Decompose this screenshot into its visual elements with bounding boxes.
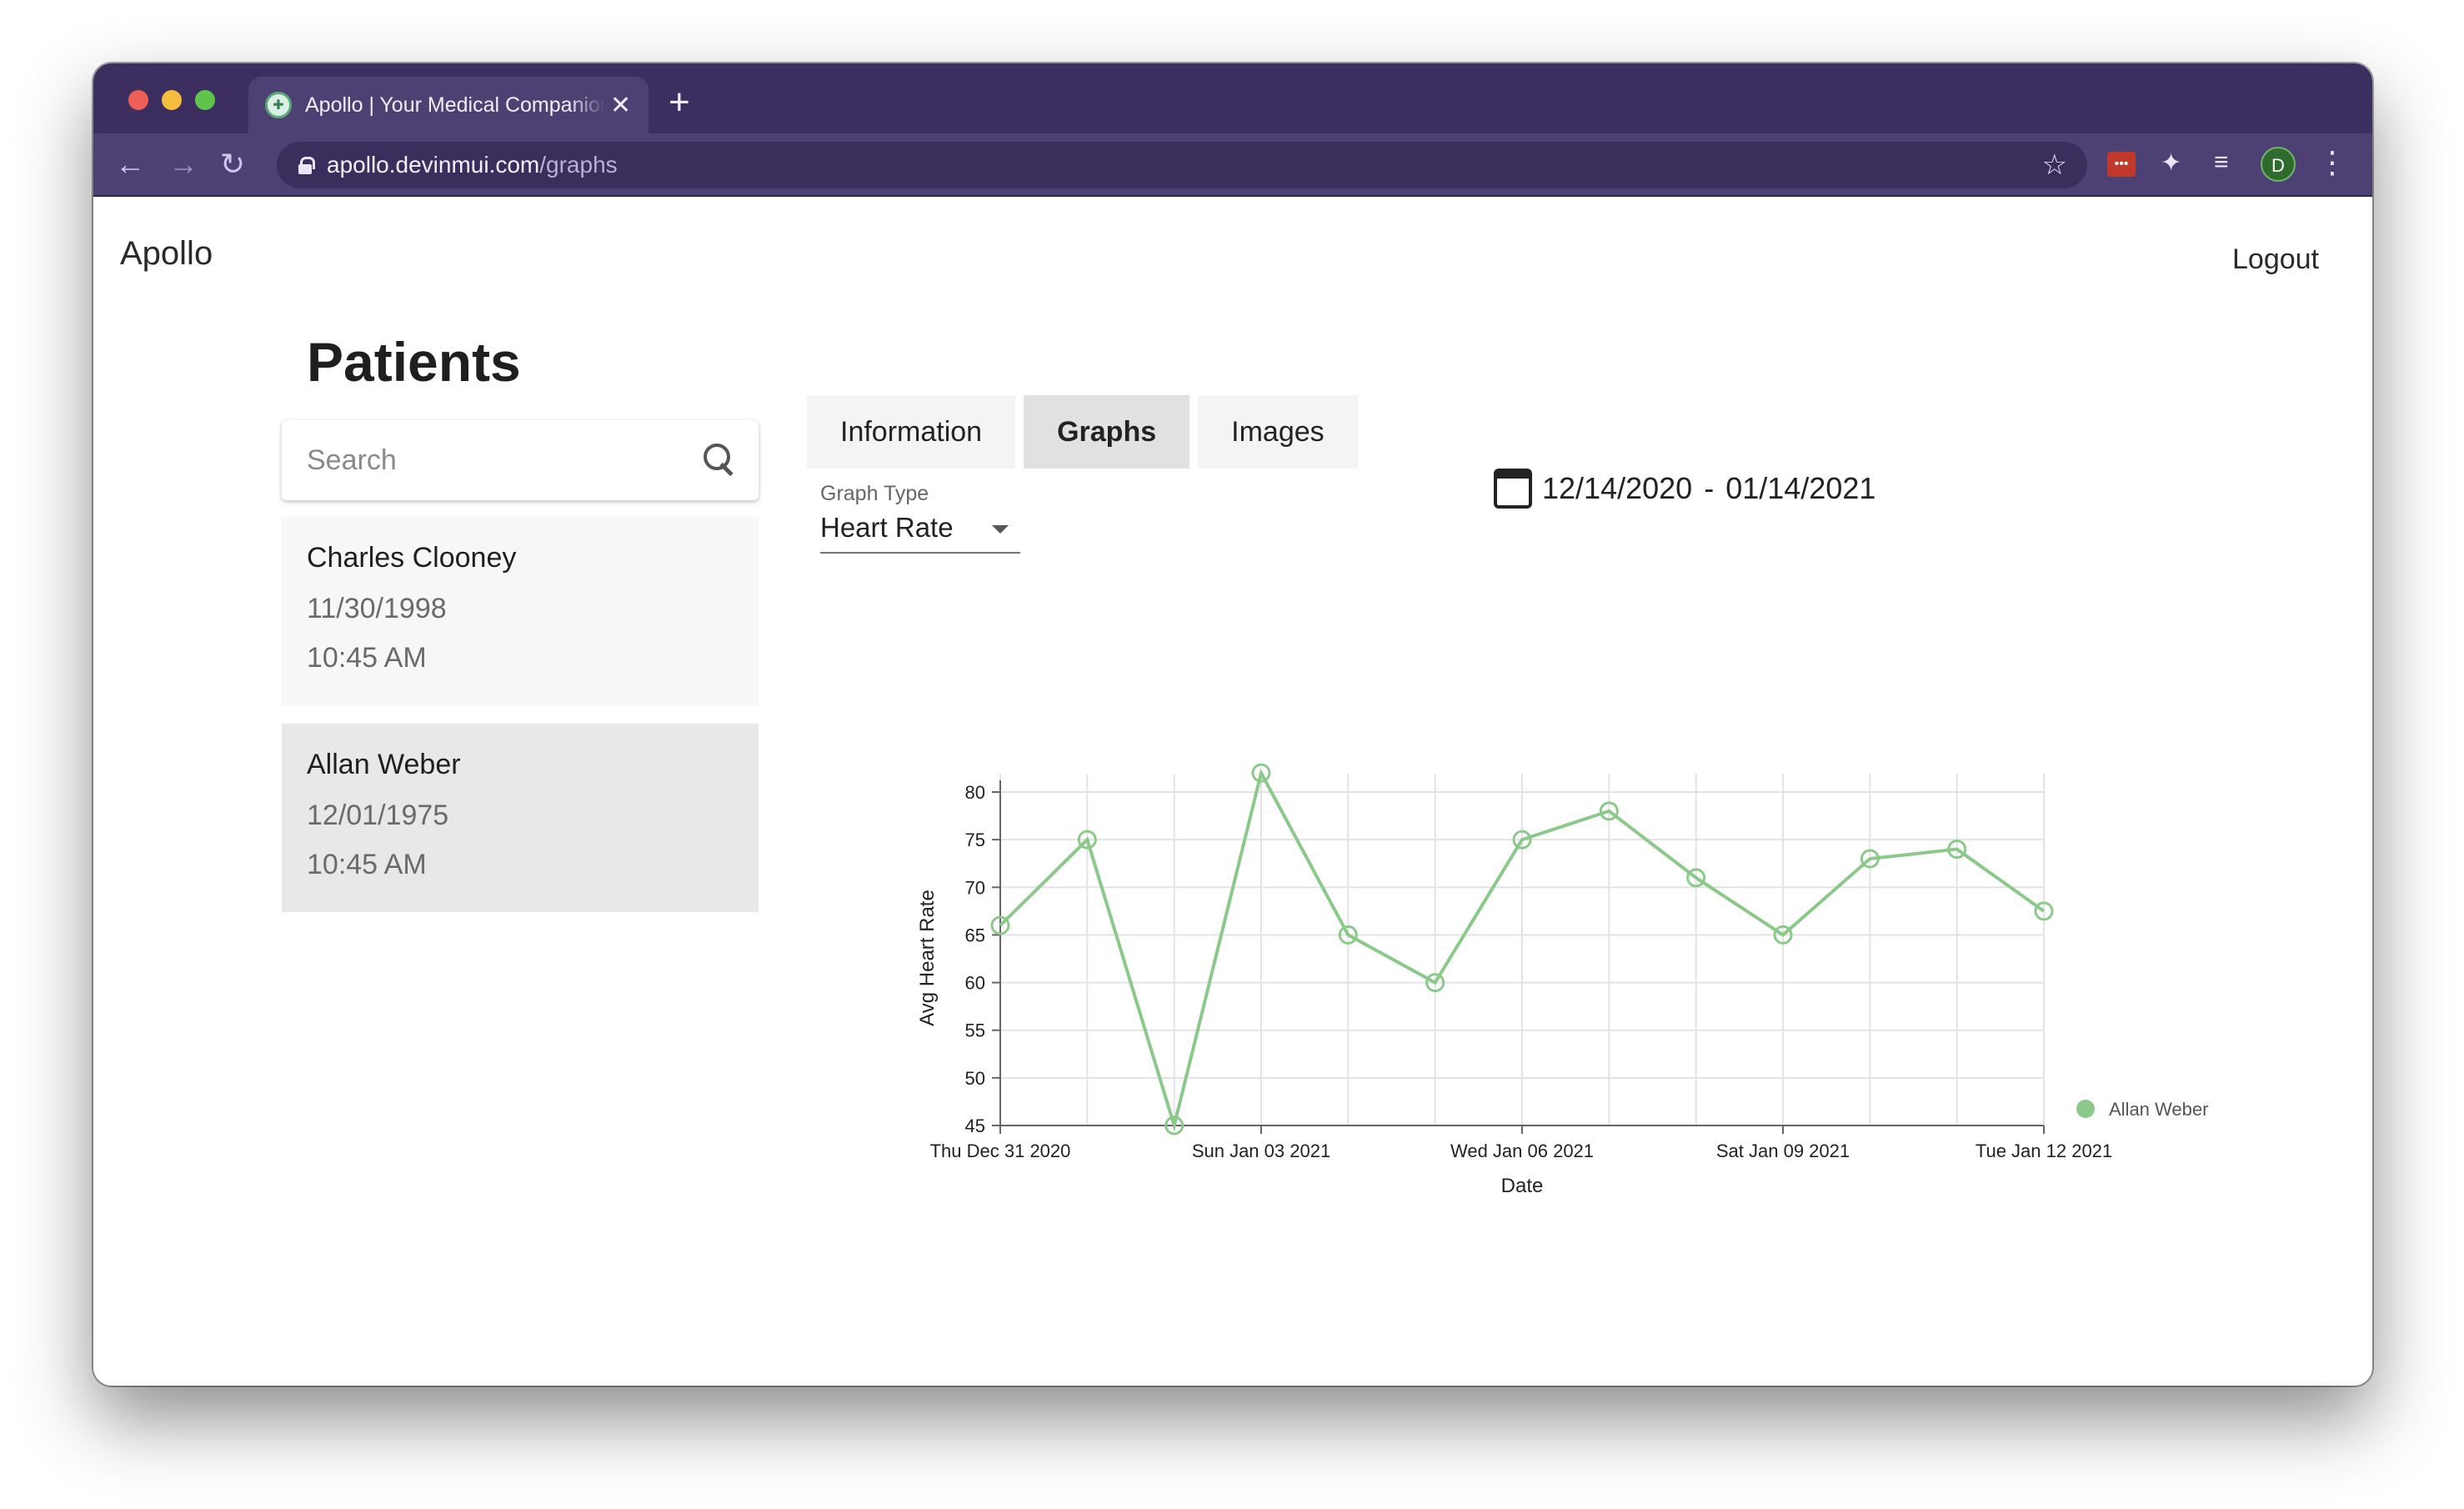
patient-name: Charles Clooney xyxy=(307,542,517,574)
y-axis-label: Avg Heart Rate xyxy=(916,890,939,1026)
back-arrow-icon[interactable]: ← xyxy=(115,147,145,181)
password-extension-icon[interactable]: ••• xyxy=(2107,152,2136,177)
legend-marker xyxy=(2076,1100,2095,1118)
search-icon[interactable] xyxy=(704,444,737,477)
data-point xyxy=(1686,868,1706,888)
detail-tabs: Information Graphs Images xyxy=(807,395,1358,469)
y-tick-label: 45 xyxy=(965,1115,985,1136)
y-tick-label: 60 xyxy=(965,973,985,994)
data-point xyxy=(1947,840,1967,860)
browser-tab[interactable]: ✚ Apollo | Your Medical Companion ✕ xyxy=(248,77,649,133)
patient-dob: 12/01/1975 xyxy=(307,800,449,831)
address-bar[interactable]: apollo.devinmui.com/graphs ☆ xyxy=(277,142,2087,188)
data-point xyxy=(1512,830,1532,850)
app-page: Apollo Logout Patients Charles Clooney 1… xyxy=(93,197,2372,1386)
data-point xyxy=(2034,901,2054,921)
close-tab-icon[interactable]: ✕ xyxy=(610,91,632,119)
tab-graphs[interactable]: Graphs xyxy=(1024,395,1190,469)
extensions-puzzle-icon[interactable]: ✦ xyxy=(2161,149,2182,177)
data-point xyxy=(1077,830,1097,850)
x-axis-label: Date xyxy=(1501,1175,1544,1197)
new-tab-button[interactable]: + xyxy=(669,82,690,123)
y-tick-label: 70 xyxy=(965,877,985,898)
legend-label: Allan Weber xyxy=(2109,1099,2208,1120)
close-window-button[interactable] xyxy=(128,90,148,110)
x-tick-label: Tue Jan 12 2021 xyxy=(1976,1141,2112,1161)
date-separator: - xyxy=(1704,471,1715,505)
browser-toolbar: ← → ↻ apollo.devinmui.com/graphs ☆ ••• ✦… xyxy=(93,133,2372,197)
series-line xyxy=(999,768,2046,1132)
logout-button[interactable]: Logout xyxy=(2232,243,2319,275)
tab-images[interactable]: Images xyxy=(1198,395,1358,469)
data-point xyxy=(1251,763,1271,783)
date-range-picker[interactable]: 12/14/2020 - 01/14/2021 xyxy=(1494,469,1876,509)
data-point xyxy=(1164,1115,1184,1136)
graph-type-label: Graph Type xyxy=(820,482,929,505)
x-tick-label: Wed Jan 06 2021 xyxy=(1450,1141,1594,1161)
patient-card-allan-weber[interactable]: Allan Weber 12/01/1975 10:45 AM xyxy=(282,724,759,912)
patient-time: 10:45 AM xyxy=(307,849,427,880)
x-tick-label: Thu Dec 31 2020 xyxy=(930,1141,1071,1161)
data-point xyxy=(1773,925,1793,945)
app-brand[interactable]: Apollo xyxy=(120,235,213,272)
patient-name: Allan Weber xyxy=(307,749,461,780)
y-tick-label: 80 xyxy=(965,782,985,803)
heart-rate-chart: 45 50 55 60 65 70 75 80 Thu Dec 31 2020 Sun Jan 0… xyxy=(807,630,2241,1214)
profile-avatar[interactable]: D xyxy=(2261,147,2296,182)
data-point xyxy=(1860,849,1880,869)
reading-list-icon[interactable]: ≡ xyxy=(2214,148,2229,176)
patient-time: 10:45 AM xyxy=(307,642,427,674)
x-tick-label: Sat Jan 09 2021 xyxy=(1716,1141,1850,1161)
patient-card-charles-clooney[interactable]: Charles Clooney 11/30/1998 10:45 AM xyxy=(282,517,759,705)
page-title: Patients xyxy=(307,331,521,393)
date-start: 12/14/2020 xyxy=(1542,471,1693,505)
browser-titlebar: ✚ Apollo | Your Medical Companion ✕ + xyxy=(93,63,2372,133)
apollo-favicon-icon: ✚ xyxy=(265,92,292,118)
date-end: 01/14/2021 xyxy=(1725,471,1876,505)
reload-icon[interactable]: ↻ xyxy=(220,147,246,181)
data-point xyxy=(1338,925,1358,945)
y-tick-label: 55 xyxy=(965,1020,985,1041)
calendar-icon[interactable] xyxy=(1494,469,1532,509)
minimize-window-button[interactable] xyxy=(162,90,182,110)
data-point xyxy=(1425,973,1445,993)
browser-menu-icon[interactable]: ⋮ xyxy=(2317,145,2347,179)
x-tick-label: Sun Jan 03 2021 xyxy=(1192,1141,1330,1161)
maximize-window-button[interactable] xyxy=(195,90,215,110)
bookmark-star-icon[interactable]: ☆ xyxy=(2041,149,2067,181)
y-tick-label: 50 xyxy=(965,1068,985,1089)
patient-dob: 11/30/1998 xyxy=(307,593,447,624)
y-tick-label: 65 xyxy=(965,925,985,945)
search-input[interactable] xyxy=(307,440,690,480)
url-host: apollo.devinmui.com xyxy=(327,152,540,178)
data-point xyxy=(1599,801,1619,821)
data-point xyxy=(990,915,1010,935)
forward-arrow-icon[interactable]: → xyxy=(168,147,198,181)
graph-type-select[interactable]: Heart Rate xyxy=(820,505,1020,554)
search-box xyxy=(282,420,759,500)
tab-title: Apollo | Your Medical Companion xyxy=(305,93,605,117)
url-path: /graphs xyxy=(539,152,618,178)
chart-svg: 45 50 55 60 65 70 75 80 Thu Dec 31 2020 Sun Jan 0… xyxy=(916,763,2208,1197)
tab-information[interactable]: Information xyxy=(807,395,1016,469)
graph-type-value: Heart Rate xyxy=(820,512,954,543)
browser-window: ✚ Apollo | Your Medical Companion ✕ + ← … xyxy=(93,63,2372,1386)
y-tick-label: 75 xyxy=(965,830,985,850)
chevron-down-icon xyxy=(992,525,1009,534)
lock-icon xyxy=(298,157,315,174)
